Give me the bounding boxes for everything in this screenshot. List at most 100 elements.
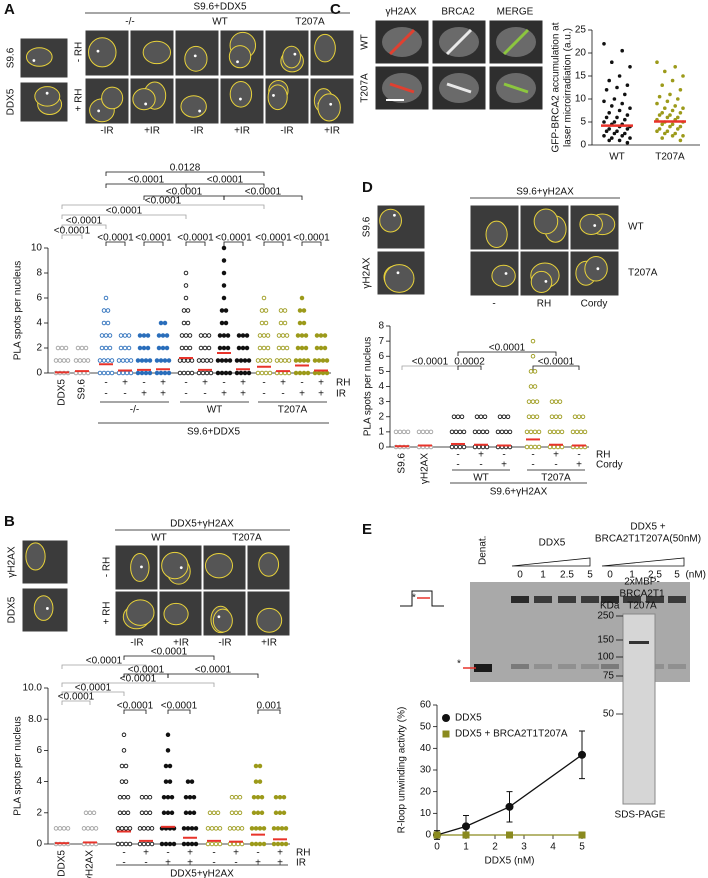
- dot: [122, 345, 128, 351]
- dot: [547, 444, 553, 450]
- dot: [320, 358, 326, 363]
- row-name: IR: [296, 858, 306, 869]
- dot: [121, 794, 127, 800]
- y-axis-label: PLA spots per nucleus: [363, 337, 374, 437]
- dot: [137, 841, 143, 847]
- dot: [162, 358, 168, 363]
- lane-label: 5: [674, 570, 680, 581]
- dot: [524, 429, 530, 435]
- lane-group-label: DDX5 +: [630, 522, 665, 533]
- column-label: -: [492, 299, 495, 310]
- foci: [45, 607, 49, 610]
- condition-sign: +: [187, 848, 193, 859]
- dot: [85, 358, 91, 363]
- dot: [137, 826, 143, 831]
- group-label: T207A: [278, 405, 308, 416]
- dot: [109, 358, 115, 363]
- dot: [655, 60, 659, 64]
- column-label: -IR: [280, 126, 293, 137]
- dot: [99, 345, 105, 351]
- foci: [217, 615, 221, 619]
- dot: [229, 794, 235, 800]
- condition-sign: +: [255, 858, 261, 869]
- dot: [166, 370, 172, 376]
- foci: [140, 565, 143, 569]
- dot: [301, 320, 307, 326]
- dot: [141, 333, 147, 338]
- dot: [141, 826, 147, 831]
- sds-gel: [622, 613, 656, 805]
- dot: [299, 345, 305, 351]
- dot: [670, 134, 675, 138]
- dot: [499, 429, 505, 435]
- dot: [219, 358, 225, 363]
- dot: [607, 138, 611, 143]
- row-label: + RH: [74, 88, 85, 111]
- y-tick-label: 0: [36, 368, 42, 379]
- dot: [189, 358, 195, 363]
- dot: [303, 345, 309, 351]
- dot: [482, 414, 488, 420]
- dot: [115, 841, 121, 847]
- dot: [198, 333, 204, 338]
- condition-sign: -: [122, 848, 125, 859]
- y-tick-label: 10.0: [23, 683, 43, 694]
- dot: [253, 779, 259, 784]
- p-value: <0.0001: [75, 683, 112, 694]
- panel-letter: C: [330, 1, 341, 18]
- y-tick-label: 4: [36, 318, 42, 329]
- condition-sign: +: [277, 858, 283, 869]
- dot: [547, 429, 553, 435]
- nucleus-outline: [142, 40, 172, 65]
- dot: [55, 345, 61, 351]
- dot: [183, 270, 189, 276]
- dot: [255, 794, 261, 800]
- p-value: <0.0001: [255, 233, 292, 244]
- dot: [461, 444, 467, 450]
- dot: [657, 127, 662, 131]
- significance-bracket: [61, 664, 147, 669]
- p-value: <0.0001: [54, 226, 91, 237]
- dot: [208, 358, 214, 363]
- dot: [665, 129, 670, 133]
- dot: [670, 78, 675, 83]
- y-tick-label: 8.0: [28, 714, 42, 725]
- dot: [163, 779, 169, 784]
- foci: [45, 91, 49, 95]
- dot: [536, 444, 542, 450]
- dot: [449, 444, 455, 450]
- significance-bracket: [61, 682, 215, 687]
- control-label: S9.6: [362, 216, 373, 237]
- dot: [139, 794, 145, 800]
- lane-label: Denat.: [478, 536, 489, 565]
- dot: [77, 358, 83, 363]
- dot: [209, 841, 215, 847]
- dot: [223, 308, 229, 313]
- sds-title: T207A: [627, 601, 657, 612]
- dot: [122, 333, 128, 338]
- dot: [670, 122, 675, 127]
- condition-sign: +: [280, 378, 286, 389]
- column-label: Cordy: [581, 299, 608, 310]
- y-tick-label: 8: [378, 321, 384, 332]
- lane-label: 2.5: [648, 570, 662, 581]
- dot: [217, 345, 223, 351]
- dot: [453, 429, 459, 435]
- y-tick-label: 40: [420, 743, 432, 754]
- dot: [156, 333, 162, 338]
- dot: [286, 358, 292, 363]
- y-tick-label: 6: [378, 351, 384, 362]
- dot: [169, 810, 175, 816]
- dot: [189, 779, 195, 784]
- dot: [275, 826, 281, 831]
- condition-sign: +: [233, 848, 239, 859]
- condition-sign: +: [160, 389, 166, 400]
- significance-bracket: [61, 700, 91, 705]
- dot: [231, 826, 237, 831]
- dot: [261, 345, 267, 351]
- nucleus-outline: [88, 37, 117, 68]
- dot: [61, 358, 67, 363]
- dot: [127, 826, 133, 831]
- dot: [163, 763, 169, 769]
